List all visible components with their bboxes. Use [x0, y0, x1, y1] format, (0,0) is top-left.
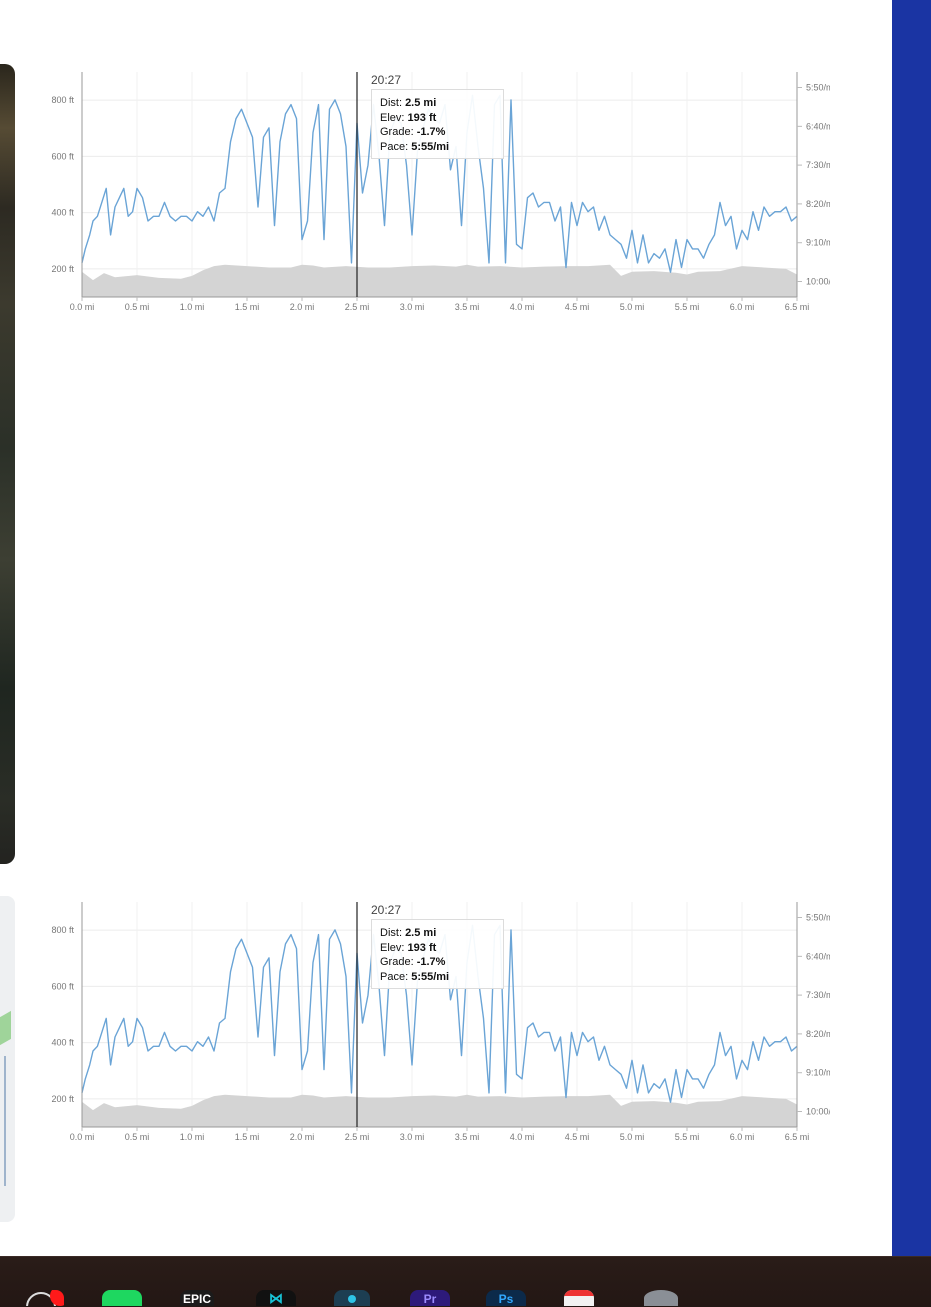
- spotify-icon[interactable]: [102, 1290, 142, 1306]
- x-tick-label: 0.0 mi: [70, 302, 95, 312]
- y-left-tick-label: 800 ft: [51, 95, 74, 105]
- premiere-pro-label: Pr: [410, 1290, 450, 1306]
- x-tick-label: 5.0 mi: [620, 1132, 645, 1142]
- tooltip-pace-label: Pace:: [380, 971, 408, 983]
- y-left-tick-label: 200 ft: [51, 1094, 74, 1104]
- x-tick-label: 1.0 mi: [180, 1132, 205, 1142]
- map-preview-panel[interactable]: [0, 896, 15, 1222]
- tooltip-grade-value: -1.7%: [417, 956, 446, 968]
- x-tick-label: 0.5 mi: [125, 302, 150, 312]
- tooltip-elev-label: Elev:: [380, 112, 404, 124]
- tooltip-pace-value: 5:55/mi: [411, 141, 449, 153]
- y-left-tick-label: 400 ft: [51, 1038, 74, 1048]
- x-tick-label: 0.5 mi: [125, 1132, 150, 1142]
- y-right-tick-label: 6:40/mi: [806, 121, 830, 131]
- apple-menu-icon[interactable]: [24, 1290, 64, 1306]
- x-tick-label: 1.5 mi: [235, 302, 260, 312]
- calendar-header-icon: [564, 1290, 594, 1296]
- map-route-line: [4, 1056, 6, 1186]
- tooltip-pace-label: Pace:: [380, 141, 408, 153]
- y-left-tick-label: 600 ft: [51, 981, 74, 991]
- tooltip-pace-value: 5:55/mi: [411, 971, 449, 983]
- photoshop-label: Ps: [486, 1290, 526, 1306]
- tooltip-grade-label: Grade:: [380, 956, 414, 968]
- chart-tooltip: Dist: 2.5 mi Elev: 193 ft Grade: -1.7% P…: [371, 89, 504, 159]
- y-right-tick-label: 5:50/mi: [806, 913, 830, 923]
- x-tick-label: 6.5 mi: [785, 1132, 810, 1142]
- x-tick-label: 6.5 mi: [785, 302, 810, 312]
- right-sidebar: [892, 0, 931, 1256]
- x-tick-label: 5.5 mi: [675, 302, 700, 312]
- x-tick-label: 5.5 mi: [675, 1132, 700, 1142]
- premiere-pro-icon[interactable]: Pr: [410, 1290, 450, 1306]
- x-tick-label: 5.0 mi: [620, 302, 645, 312]
- y-right-tick-label: 8:20/mi: [806, 1029, 830, 1039]
- elevation-area: [82, 265, 797, 297]
- photoshop-icon[interactable]: Ps: [486, 1290, 526, 1306]
- tooltip-grade-value: -1.7%: [417, 126, 446, 138]
- cursor-time-label: 20:27: [371, 903, 401, 917]
- y-left-tick-label: 400 ft: [51, 208, 74, 218]
- x-tick-label: 4.5 mi: [565, 302, 590, 312]
- cursor-time-label: 20:27: [371, 73, 401, 87]
- app-k-icon[interactable]: ⋈: [256, 1290, 296, 1306]
- epic-games-icon[interactable]: EPIC: [180, 1290, 214, 1306]
- y-right-tick-label: 8:20/mi: [806, 199, 830, 209]
- x-tick-label: 6.0 mi: [730, 302, 755, 312]
- x-tick-label: 1.5 mi: [235, 1132, 260, 1142]
- x-tick-label: 2.0 mi: [290, 1132, 315, 1142]
- elevation-area: [82, 1095, 797, 1127]
- tooltip-dist-value: 2.5 mi: [405, 97, 436, 109]
- tooltip-grade-label: Grade:: [380, 126, 414, 138]
- x-tick-label: 6.0 mi: [730, 1132, 755, 1142]
- y-left-tick-label: 200 ft: [51, 264, 74, 274]
- y-right-tick-label: 7:30/mi: [806, 990, 830, 1000]
- x-tick-label: 3.0 mi: [400, 302, 425, 312]
- y-right-tick-label: 5:50/mi: [806, 83, 830, 93]
- y-right-tick-label: 10:00/m: [806, 276, 830, 286]
- x-tick-label: 2.5 mi: [345, 1132, 370, 1142]
- epic-games-label: EPIC: [180, 1290, 214, 1306]
- tooltip-elev-value: 193 ft: [408, 112, 437, 124]
- tooltip-dist-label: Dist:: [380, 927, 402, 939]
- y-left-tick-label: 600 ft: [51, 151, 74, 161]
- x-tick-label: 2.0 mi: [290, 302, 315, 312]
- y-right-tick-label: 6:40/mi: [806, 951, 830, 961]
- chart-tooltip: Dist: 2.5 mi Elev: 193 ft Grade: -1.7% P…: [371, 919, 504, 989]
- tooltip-elev-value: 193 ft: [408, 942, 437, 954]
- person-glyph-icon: [348, 1295, 356, 1303]
- calendar-icon[interactable]: [564, 1290, 594, 1306]
- elevation-pace-chart[interactable]: 800 ft 600 ft 400 ft 200 ft 5:50/mi 6:40/mi 7:…: [30, 62, 830, 312]
- x-tick-label: 3.5 mi: [455, 302, 480, 312]
- tooltip-elev-label: Elev:: [380, 942, 404, 954]
- system-settings-icon[interactable]: [644, 1290, 678, 1306]
- background-preview-panel: [0, 64, 15, 864]
- y-right-tick-label: 9:10/mi: [806, 238, 830, 248]
- elevation-pace-chart[interactable]: 800 ft 600 ft 400 ft 200 ft 5:50/mi 6:40/mi 7:…: [30, 892, 830, 1142]
- x-tick-label: 1.0 mi: [180, 302, 205, 312]
- x-tick-label: 4.0 mi: [510, 302, 535, 312]
- y-left-tick-label: 800 ft: [51, 925, 74, 935]
- tooltip-dist-value: 2.5 mi: [405, 927, 436, 939]
- x-tick-label: 3.5 mi: [455, 1132, 480, 1142]
- x-tick-label: 4.0 mi: [510, 1132, 535, 1142]
- x-tick-label: 4.5 mi: [565, 1132, 590, 1142]
- x-tick-label: 0.0 mi: [70, 1132, 95, 1142]
- map-park-area: [0, 1011, 11, 1045]
- tooltip-dist-label: Dist:: [380, 97, 402, 109]
- y-right-tick-label: 10:00/m: [806, 1106, 830, 1116]
- app-k-glyph-icon: ⋈: [256, 1290, 296, 1306]
- x-tick-label: 3.0 mi: [400, 1132, 425, 1142]
- x-tick-label: 2.5 mi: [345, 302, 370, 312]
- app-person-icon[interactable]: [334, 1290, 370, 1306]
- y-right-tick-label: 7:30/mi: [806, 160, 830, 170]
- y-right-tick-label: 9:10/mi: [806, 1068, 830, 1078]
